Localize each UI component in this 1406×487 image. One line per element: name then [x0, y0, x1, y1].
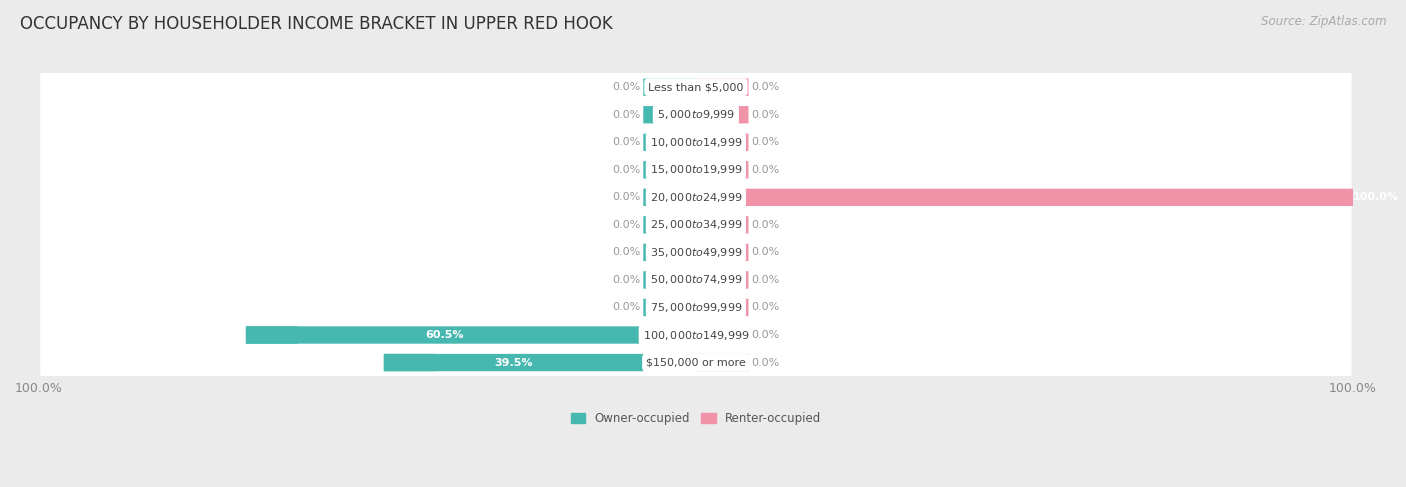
Text: 0.0%: 0.0%	[612, 247, 640, 258]
FancyBboxPatch shape	[41, 96, 1351, 133]
Text: $35,000 to $49,999: $35,000 to $49,999	[650, 246, 742, 259]
FancyBboxPatch shape	[41, 344, 1351, 381]
FancyBboxPatch shape	[644, 244, 696, 261]
Text: 0.0%: 0.0%	[612, 302, 640, 313]
FancyBboxPatch shape	[696, 271, 748, 289]
Text: OCCUPANCY BY HOUSEHOLDER INCOME BRACKET IN UPPER RED HOOK: OCCUPANCY BY HOUSEHOLDER INCOME BRACKET …	[20, 15, 613, 33]
Text: $50,000 to $74,999: $50,000 to $74,999	[650, 273, 742, 286]
Text: $15,000 to $19,999: $15,000 to $19,999	[650, 163, 742, 176]
FancyBboxPatch shape	[644, 188, 696, 206]
Text: 0.0%: 0.0%	[752, 247, 780, 258]
Text: 0.0%: 0.0%	[612, 165, 640, 175]
Text: 0.0%: 0.0%	[752, 82, 780, 92]
FancyBboxPatch shape	[644, 271, 696, 289]
FancyBboxPatch shape	[246, 326, 298, 344]
FancyBboxPatch shape	[696, 299, 748, 316]
Text: 60.5%: 60.5%	[426, 330, 464, 340]
Text: 100.0%: 100.0%	[1353, 192, 1399, 202]
FancyBboxPatch shape	[41, 69, 1351, 105]
FancyBboxPatch shape	[644, 106, 696, 123]
Text: 0.0%: 0.0%	[752, 110, 780, 120]
Text: 0.0%: 0.0%	[752, 357, 780, 368]
Text: 0.0%: 0.0%	[612, 110, 640, 120]
Text: $100,000 to $149,999: $100,000 to $149,999	[643, 329, 749, 341]
FancyBboxPatch shape	[644, 133, 696, 151]
Text: 0.0%: 0.0%	[612, 192, 640, 202]
FancyBboxPatch shape	[41, 234, 1351, 271]
Text: Less than $5,000: Less than $5,000	[648, 82, 744, 92]
Legend: Owner-occupied, Renter-occupied: Owner-occupied, Renter-occupied	[571, 412, 821, 425]
Text: $150,000 or more: $150,000 or more	[645, 357, 745, 368]
Text: 0.0%: 0.0%	[612, 137, 640, 147]
FancyBboxPatch shape	[696, 354, 748, 371]
Text: $10,000 to $14,999: $10,000 to $14,999	[650, 136, 742, 149]
FancyBboxPatch shape	[246, 326, 644, 344]
FancyBboxPatch shape	[41, 179, 1351, 216]
Text: 39.5%: 39.5%	[495, 357, 533, 368]
Text: 0.0%: 0.0%	[612, 275, 640, 285]
Text: 0.0%: 0.0%	[612, 82, 640, 92]
FancyBboxPatch shape	[41, 124, 1351, 160]
FancyBboxPatch shape	[41, 151, 1351, 188]
Text: 0.0%: 0.0%	[752, 275, 780, 285]
FancyBboxPatch shape	[644, 216, 696, 234]
FancyBboxPatch shape	[696, 106, 748, 123]
FancyBboxPatch shape	[644, 161, 696, 178]
FancyBboxPatch shape	[696, 216, 748, 234]
FancyBboxPatch shape	[696, 326, 748, 344]
Text: 0.0%: 0.0%	[752, 137, 780, 147]
Text: 0.0%: 0.0%	[612, 220, 640, 230]
FancyBboxPatch shape	[41, 262, 1351, 298]
Text: 0.0%: 0.0%	[752, 302, 780, 313]
Text: Source: ZipAtlas.com: Source: ZipAtlas.com	[1261, 15, 1386, 28]
FancyBboxPatch shape	[696, 133, 748, 151]
Text: $20,000 to $24,999: $20,000 to $24,999	[650, 191, 742, 204]
FancyBboxPatch shape	[41, 317, 1351, 353]
FancyBboxPatch shape	[41, 289, 1351, 326]
FancyBboxPatch shape	[384, 354, 436, 371]
FancyBboxPatch shape	[644, 299, 696, 316]
FancyBboxPatch shape	[384, 354, 644, 371]
FancyBboxPatch shape	[696, 161, 748, 178]
FancyBboxPatch shape	[696, 78, 748, 96]
FancyBboxPatch shape	[696, 244, 748, 261]
Text: 0.0%: 0.0%	[752, 330, 780, 340]
Text: $25,000 to $34,999: $25,000 to $34,999	[650, 218, 742, 231]
Text: 0.0%: 0.0%	[752, 165, 780, 175]
FancyBboxPatch shape	[41, 206, 1351, 243]
FancyBboxPatch shape	[644, 78, 696, 96]
FancyBboxPatch shape	[696, 188, 1406, 206]
Text: $5,000 to $9,999: $5,000 to $9,999	[657, 108, 735, 121]
Text: 0.0%: 0.0%	[752, 220, 780, 230]
Text: $75,000 to $99,999: $75,000 to $99,999	[650, 301, 742, 314]
